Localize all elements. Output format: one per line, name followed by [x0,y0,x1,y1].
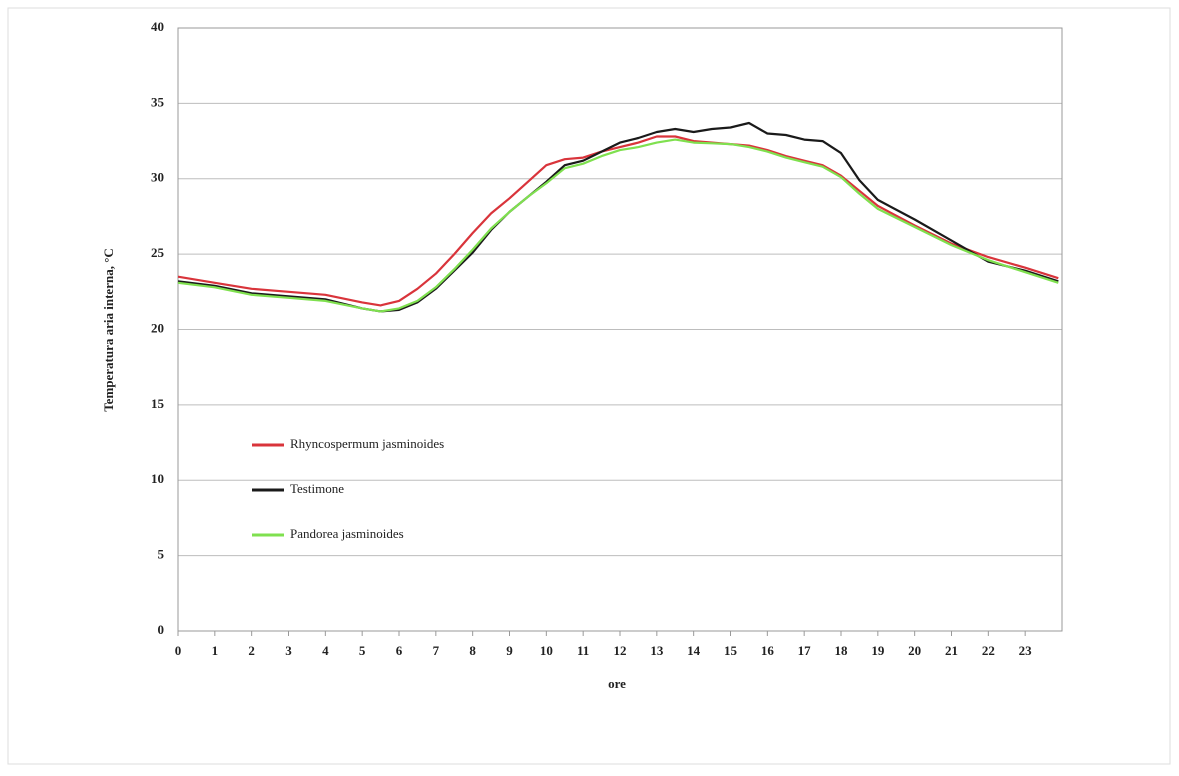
x-axis-label: ore [608,676,626,691]
y-tick-label: 20 [151,320,164,335]
x-tick-label: 10 [540,643,553,658]
y-tick-label: 10 [151,471,164,486]
x-tick-label: 9 [506,643,513,658]
y-tick-label: 15 [151,396,165,411]
series-line [177,138,1059,313]
y-tick-label: 40 [151,19,164,34]
x-tick-label: 6 [396,643,403,658]
series-line [177,135,1059,307]
y-axis-label: Temperatura aria interna, °C [101,248,116,412]
x-tick-label: 13 [650,643,664,658]
x-tick-label: 23 [1019,643,1033,658]
x-tick-label: 7 [433,643,440,658]
x-tick-label: 15 [724,643,738,658]
x-tick-label: 0 [175,643,182,658]
x-tick-label: 22 [982,643,995,658]
y-tick-label: 0 [158,622,165,637]
x-tick-label: 8 [469,643,476,658]
x-tick-label: 4 [322,643,329,658]
x-tick-label: 17 [798,643,812,658]
legend-label: Testimone [290,481,344,496]
legend-label: Rhyncospermum jasminoides [290,436,444,451]
y-tick-label: 5 [158,547,165,562]
y-tick-label: 30 [151,170,164,185]
x-tick-label: 16 [761,643,775,658]
x-tick-label: 18 [835,643,849,658]
y-tick-label: 25 [151,245,165,260]
legend-label: Pandorea jasminoides [290,526,404,541]
x-tick-label: 20 [908,643,921,658]
x-tick-label: 14 [687,643,701,658]
x-tick-label: 2 [248,643,255,658]
x-tick-label: 21 [945,643,958,658]
x-tick-label: 12 [614,643,627,658]
x-tick-label: 19 [871,643,885,658]
x-tick-label: 3 [285,643,292,658]
x-tick-label: 11 [577,643,589,658]
x-tick-label: 1 [212,643,219,658]
x-tick-label: 5 [359,643,366,658]
y-tick-label: 35 [151,94,165,109]
frame [7,7,1171,765]
